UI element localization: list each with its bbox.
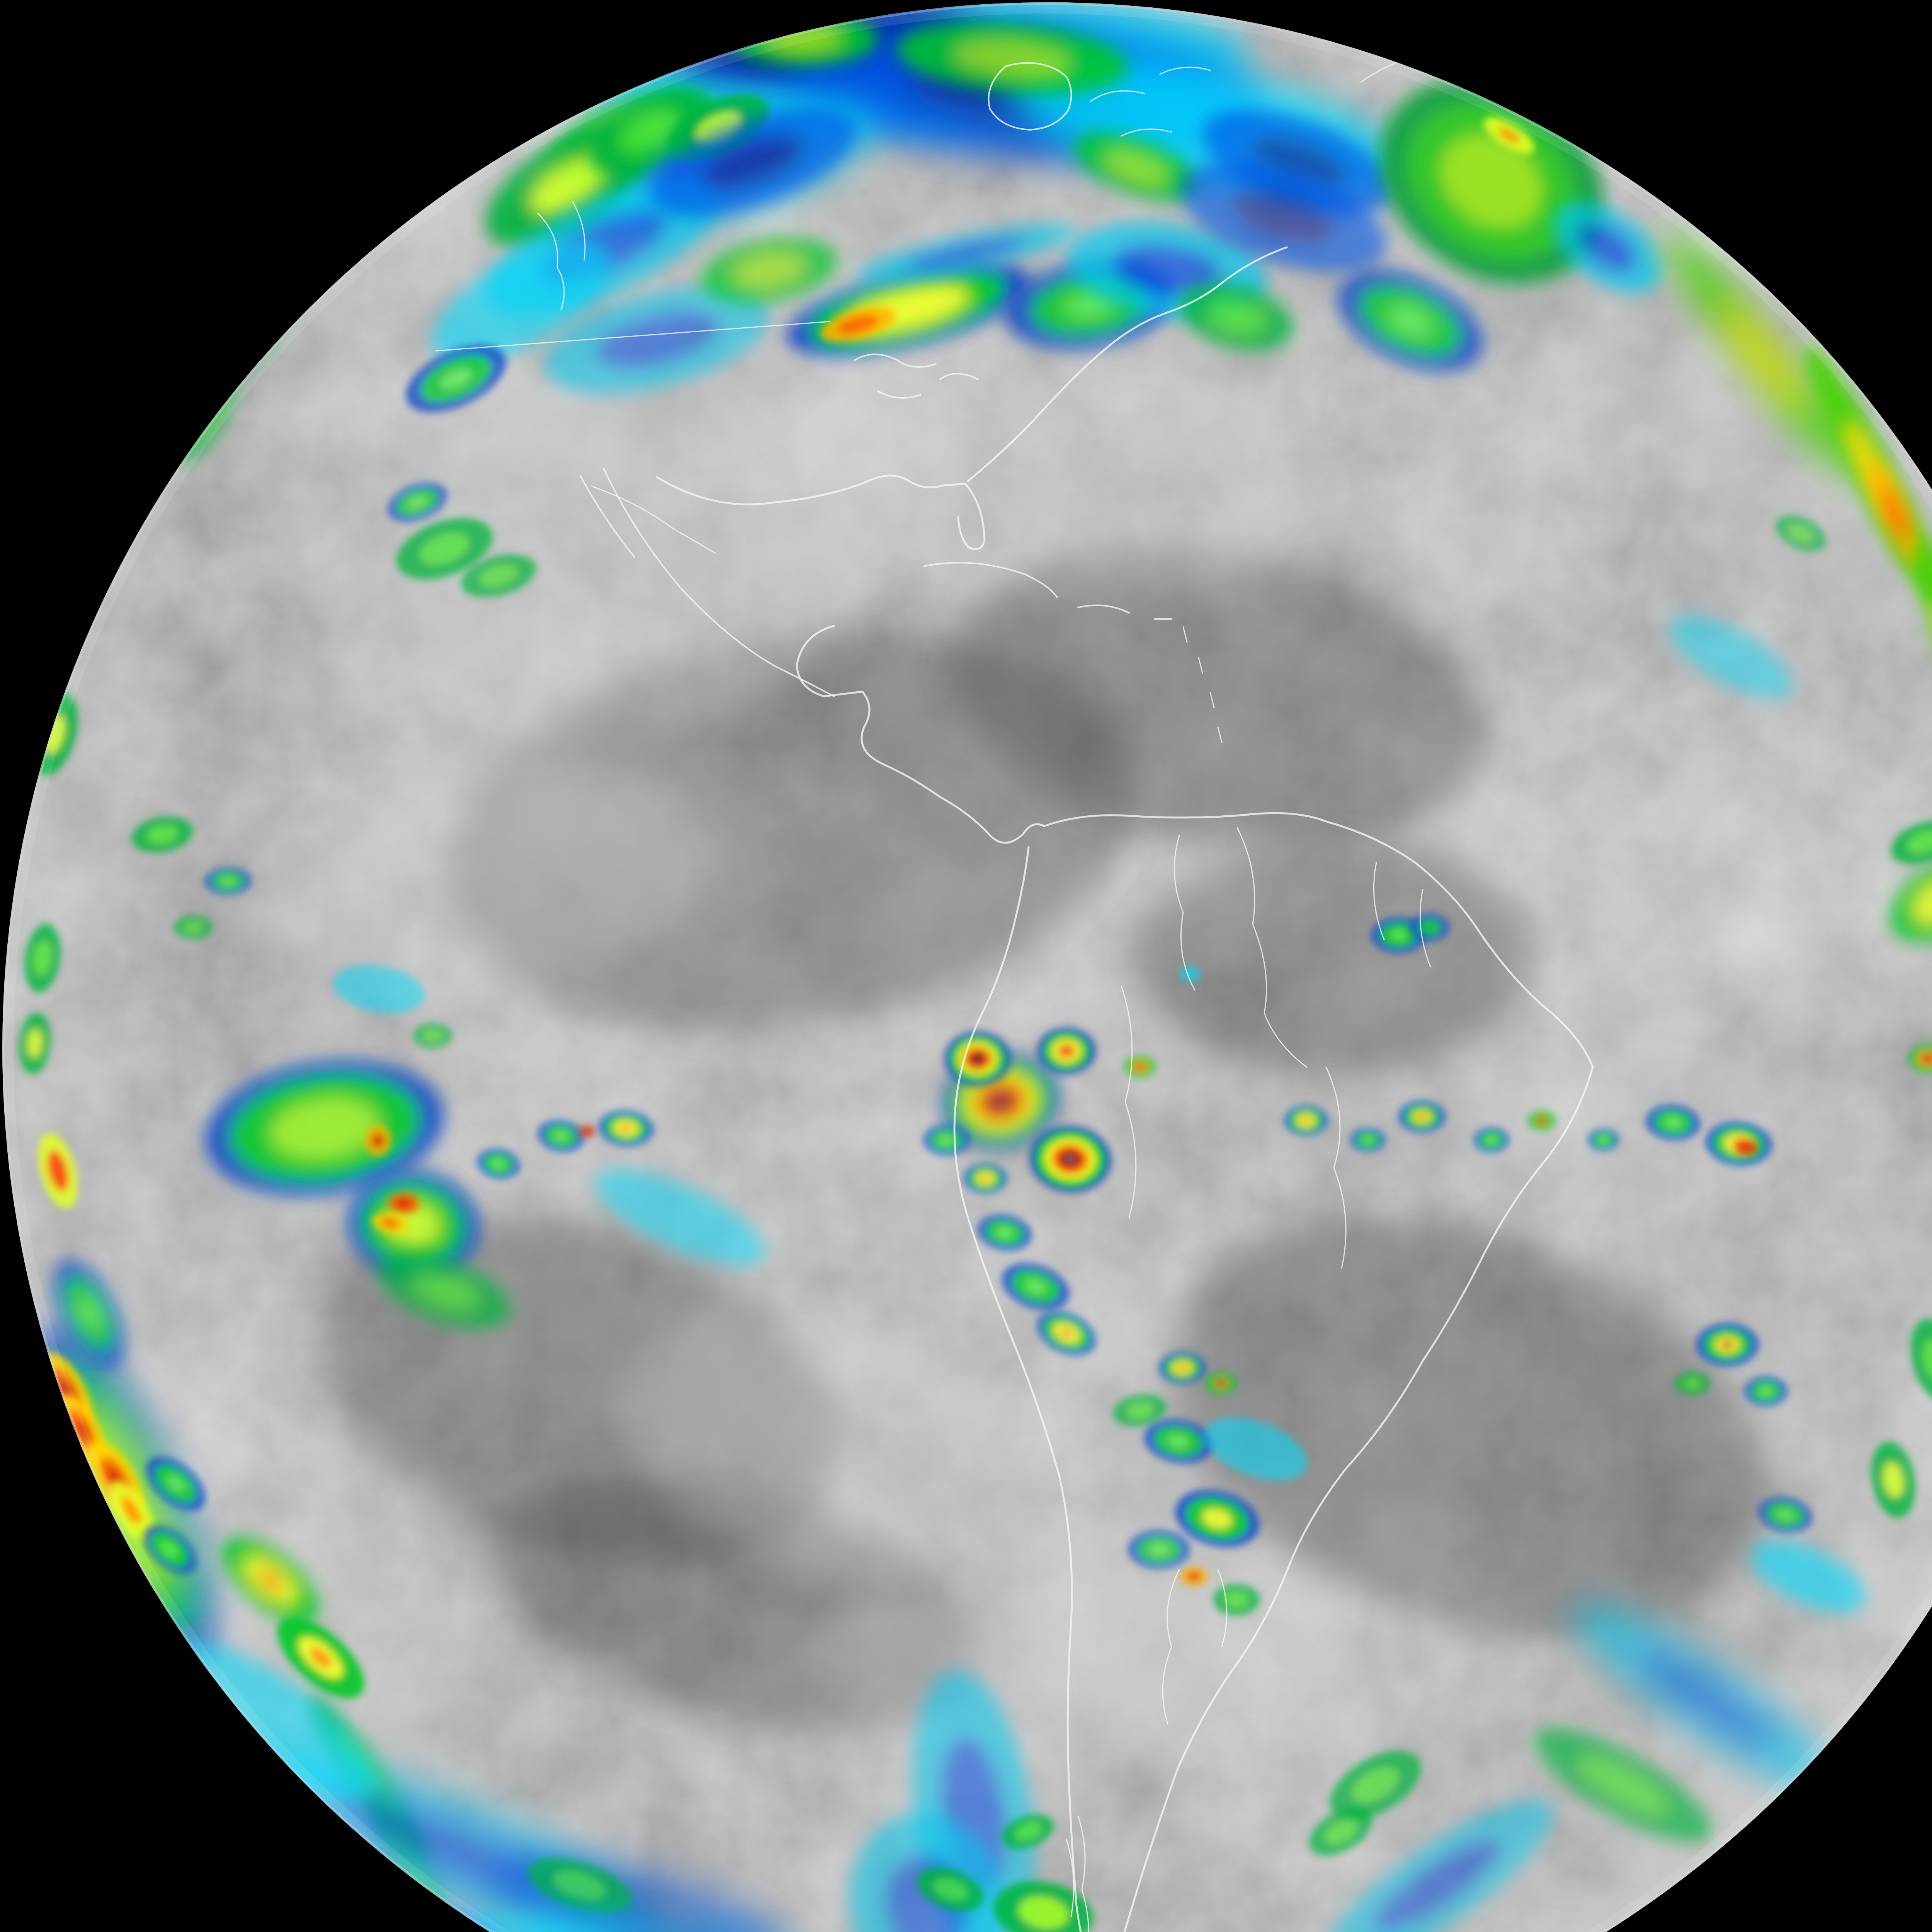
- paraguay-green: [1128, 1530, 1190, 1569]
- ecuador-cell-west: [923, 1124, 970, 1155]
- brazil-green-3: [1213, 1584, 1260, 1615]
- brazil-red-small: [1180, 1567, 1208, 1586]
- dry-air-dark-zone: [1132, 842, 1534, 1074]
- pac-green-4: [413, 1023, 452, 1048]
- satl-cell-1: [1696, 1323, 1758, 1366]
- atl-itcz-cell-2: [1350, 1128, 1385, 1151]
- brazil-cell-1: [1159, 1352, 1206, 1383]
- itcz-red-dot-1: [580, 1126, 595, 1137]
- venezuela-cyan-dot: [1180, 967, 1200, 981]
- satl-cell-2: [1745, 1376, 1787, 1406]
- colombia-mcs-north: [945, 1032, 1010, 1086]
- satl-cell-3: [1675, 1372, 1710, 1395]
- itcz-west-red-core: [388, 1194, 419, 1214]
- atl-itcz-red-dot-2: [1736, 1141, 1757, 1155]
- itcz-west-red-top: [365, 1125, 391, 1156]
- atl-itcz-cell-5: [1588, 1129, 1619, 1151]
- atl-itcz-red-dot: [1528, 1111, 1555, 1130]
- amazon-cell-east: [1124, 1056, 1155, 1077]
- satellite-viewer: [0, 0, 1932, 1932]
- earth-full-disk-infrared-image: [0, 0, 1932, 1932]
- atl-itcz-cell-1: [1285, 1106, 1327, 1135]
- pac-green-hawaii-3: [174, 916, 213, 939]
- brazil-cell-2: [1206, 1372, 1236, 1394]
- pac-green-hawaii-2: [205, 867, 251, 895]
- colombia-cell-ne: [1037, 1028, 1095, 1074]
- peru-cell-south-1: [964, 1164, 1007, 1193]
- guiana-cell-2: [1410, 914, 1449, 941]
- atl-itcz-cell-3: [1399, 1101, 1445, 1132]
- atl-itcz-cell-4: [1474, 1128, 1509, 1152]
